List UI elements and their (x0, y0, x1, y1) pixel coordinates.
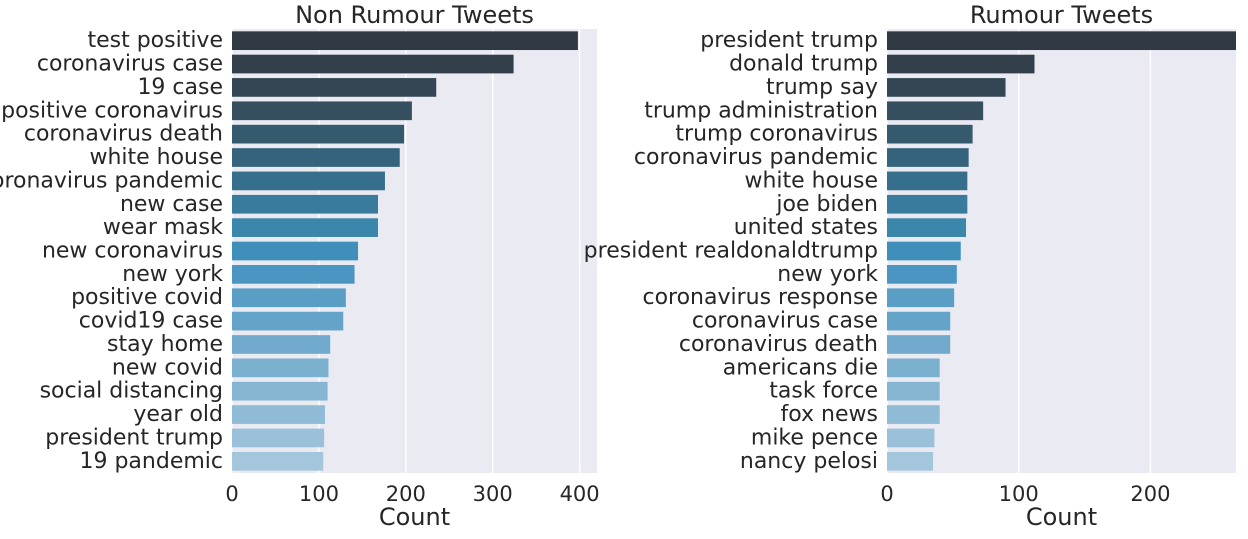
bar (887, 101, 984, 121)
category-label: covid19 case (79, 309, 223, 334)
category-label: test positive (87, 28, 223, 53)
category-label: white house (744, 168, 878, 193)
bar (232, 428, 325, 448)
category-label: new covid (112, 355, 223, 380)
x-tick-label: 300 (473, 482, 513, 506)
bar (232, 54, 514, 74)
x-axis-title: Count (1026, 503, 1097, 531)
bar (232, 78, 437, 97)
x-tick-label: 200 (1130, 482, 1170, 506)
bar (232, 311, 344, 331)
category-label: president realdonaldtrump (584, 239, 878, 264)
x-tick-label: 0 (880, 482, 893, 506)
chart-title: Non Rumour Tweets (295, 1, 534, 29)
category-label: fox news (781, 402, 878, 427)
category-label: joe biden (775, 192, 878, 217)
chart-title: Rumour Tweets (970, 1, 1153, 29)
x-tick-label: 100 (299, 482, 339, 506)
bar (887, 148, 969, 167)
category-label: coronavirus response (642, 285, 878, 310)
bar (887, 194, 968, 214)
category-label: stay home (107, 332, 223, 357)
category-label: coronavirus death (679, 332, 878, 357)
bar (232, 381, 328, 401)
category-label: 19 pandemic (79, 449, 223, 474)
x-tick-label: 0 (225, 482, 238, 506)
bar (232, 265, 355, 284)
category-label: coronavirus death (24, 122, 223, 147)
bar (887, 451, 934, 471)
bar (887, 428, 935, 448)
bar (232, 124, 405, 144)
category-label: donald trump (729, 52, 878, 77)
bar (232, 288, 346, 308)
category-label: positive coronavirus (1, 98, 223, 123)
bar (887, 335, 951, 354)
bar (232, 31, 578, 51)
x-tick-label: 100 (999, 482, 1039, 506)
bar (232, 171, 385, 191)
category-label: new case (120, 192, 223, 217)
x-tick-label: 400 (560, 482, 600, 506)
category-label: 19 case (137, 75, 223, 100)
bar (232, 194, 378, 214)
x-tick-label: 200 (386, 482, 426, 506)
category-label: united states (734, 215, 878, 240)
category-label: positive covid (71, 285, 223, 310)
bar (232, 405, 325, 424)
category-label: new york (777, 262, 878, 287)
category-label: trump coronavirus (675, 122, 878, 147)
category-label: coronavirus case (37, 52, 223, 77)
category-label: coronavirus case (692, 309, 878, 334)
category-label: americans die (723, 355, 878, 380)
bar (232, 335, 331, 354)
bar (887, 265, 957, 284)
bar (887, 288, 955, 308)
category-label: year old (133, 402, 223, 427)
category-label: task force (769, 379, 878, 404)
category-label: trump say (766, 75, 878, 100)
category-label: wear mask (103, 215, 223, 240)
bar (232, 218, 378, 237)
bar (232, 358, 329, 378)
category-label: president trump (700, 28, 878, 53)
category-label: trump administration (644, 98, 878, 123)
bar (887, 405, 940, 424)
bar (887, 124, 973, 144)
bar (887, 381, 940, 401)
category-label: coronavirus pandemic (634, 145, 878, 170)
bar (232, 451, 324, 471)
bar (232, 148, 400, 167)
bar (887, 31, 1236, 51)
bar (232, 101, 412, 121)
bar (887, 311, 951, 331)
category-label: mike pence (751, 425, 878, 450)
bar (887, 241, 961, 261)
category-label: nancy pelosi (740, 449, 878, 474)
category-label: president trump (45, 425, 223, 450)
bar (232, 241, 359, 261)
bar (887, 218, 967, 237)
category-label: new york (122, 262, 223, 287)
bar (887, 54, 1035, 74)
bar (887, 78, 1006, 97)
category-label: white house (89, 145, 223, 170)
bar (887, 171, 968, 191)
category-label: new coronavirus (42, 239, 223, 264)
x-axis-title: Count (379, 503, 450, 531)
category-label: coronavirus pandemic (0, 168, 223, 193)
category-label: social distancing (40, 379, 223, 404)
bar (887, 358, 940, 378)
